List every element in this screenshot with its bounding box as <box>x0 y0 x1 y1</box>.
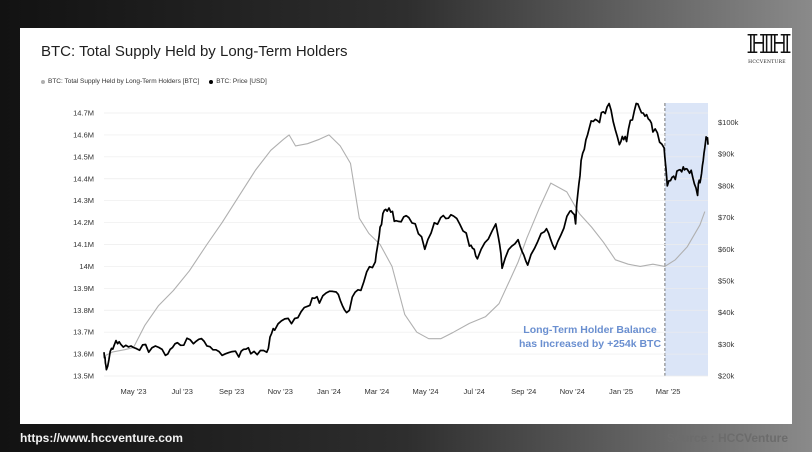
y-left-tick-label: 14.6M <box>73 130 94 139</box>
y-right-tick-label: $60k <box>718 245 735 254</box>
legend-label-price: BTC: Price [USD] <box>216 78 267 85</box>
hccventure-logo: ℍℍ HCCVENTURE <box>746 30 791 72</box>
x-tick-label: Jul '23 <box>171 387 192 396</box>
x-tick-label: Nov '23 <box>268 387 293 396</box>
y-left-tick-label: 14.1M <box>73 240 94 249</box>
y-right-tick-label: $100k <box>718 118 739 127</box>
x-tick-label: Sep '24 <box>511 387 536 396</box>
x-tick-label: Jan '24 <box>317 387 341 396</box>
legend-swatch-lth-supply <box>41 79 45 84</box>
legend-item-price[interactable]: BTC: Price [USD] <box>209 78 267 85</box>
x-tick-label: Jan '25 <box>609 387 633 396</box>
y-right-tick-label: $30k <box>718 340 735 349</box>
website-link[interactable]: https://www.hccventure.com <box>20 431 183 445</box>
source-credit: Source : HCCVenture <box>666 431 788 445</box>
logo-mark-icon: ℍℍ <box>746 30 791 60</box>
y-left-tick-label: 13.8M <box>73 306 94 315</box>
series-line-lth-supply <box>103 134 706 357</box>
y-left-tick-label: 13.7M <box>73 328 94 337</box>
y-left-tick-label: 13.6M <box>73 350 94 359</box>
chart-plot: 13.5M 13.6M 13.7M 13.8M 13.9M 14M 14.1M 14.2M 14… <box>73 102 739 396</box>
y-left-tick-label: 13.5M <box>73 372 94 381</box>
highlight-region <box>664 103 708 376</box>
y-right-tick-label: $40k <box>718 308 735 317</box>
y-right-tick-label: $90k <box>718 150 735 159</box>
y-left-tick-label: 14.4M <box>73 174 94 183</box>
x-tick-label: Mar '25 <box>656 387 681 396</box>
y-left-tick-label: 13.9M <box>73 284 94 293</box>
x-tick-label: Nov '24 <box>560 387 585 396</box>
chart-legend: BTC: Total Supply Held by Long-Term Hold… <box>41 78 267 85</box>
chart-title: BTC: Total Supply Held by Long-Term Hold… <box>41 43 348 60</box>
y-left-tick-label: 14.2M <box>73 218 94 227</box>
legend-swatch-price <box>209 79 214 84</box>
chart-card: BTC: Total Supply Held by Long-Term Hold… <box>20 28 792 424</box>
legend-label-lth-supply: BTC: Total Supply Held by Long-Term Hold… <box>48 78 200 85</box>
x-tick-label: May '23 <box>121 387 147 396</box>
annotation-line-1: Long-Term Holder Balance <box>523 324 657 336</box>
series-line-price <box>103 102 709 371</box>
y-right-tick-label: $50k <box>718 276 735 285</box>
x-tick-label: Mar '24 <box>364 387 389 396</box>
y-right-tick-label: $80k <box>718 181 735 190</box>
logo-text: HCCVENTURE <box>748 60 786 65</box>
x-tick-label: May '24 <box>413 387 439 396</box>
x-tick-label: Jul '24 <box>463 387 484 396</box>
annotation-line-2: has Increased by +254k BTC <box>519 338 662 350</box>
y-left-tick-label: 14.7M <box>73 109 94 118</box>
y-left-tick-label: 14M <box>79 262 94 271</box>
y-left-tick-label: 14.5M <box>73 152 94 161</box>
x-tick-label: Sep '23 <box>219 387 244 396</box>
y-right-tick-label: $70k <box>718 213 735 222</box>
y-left-tick-label: 14.3M <box>73 196 94 205</box>
legend-item-lth-supply[interactable]: BTC: Total Supply Held by Long-Term Hold… <box>41 78 199 85</box>
y-right-tick-label: $20k <box>718 372 735 381</box>
